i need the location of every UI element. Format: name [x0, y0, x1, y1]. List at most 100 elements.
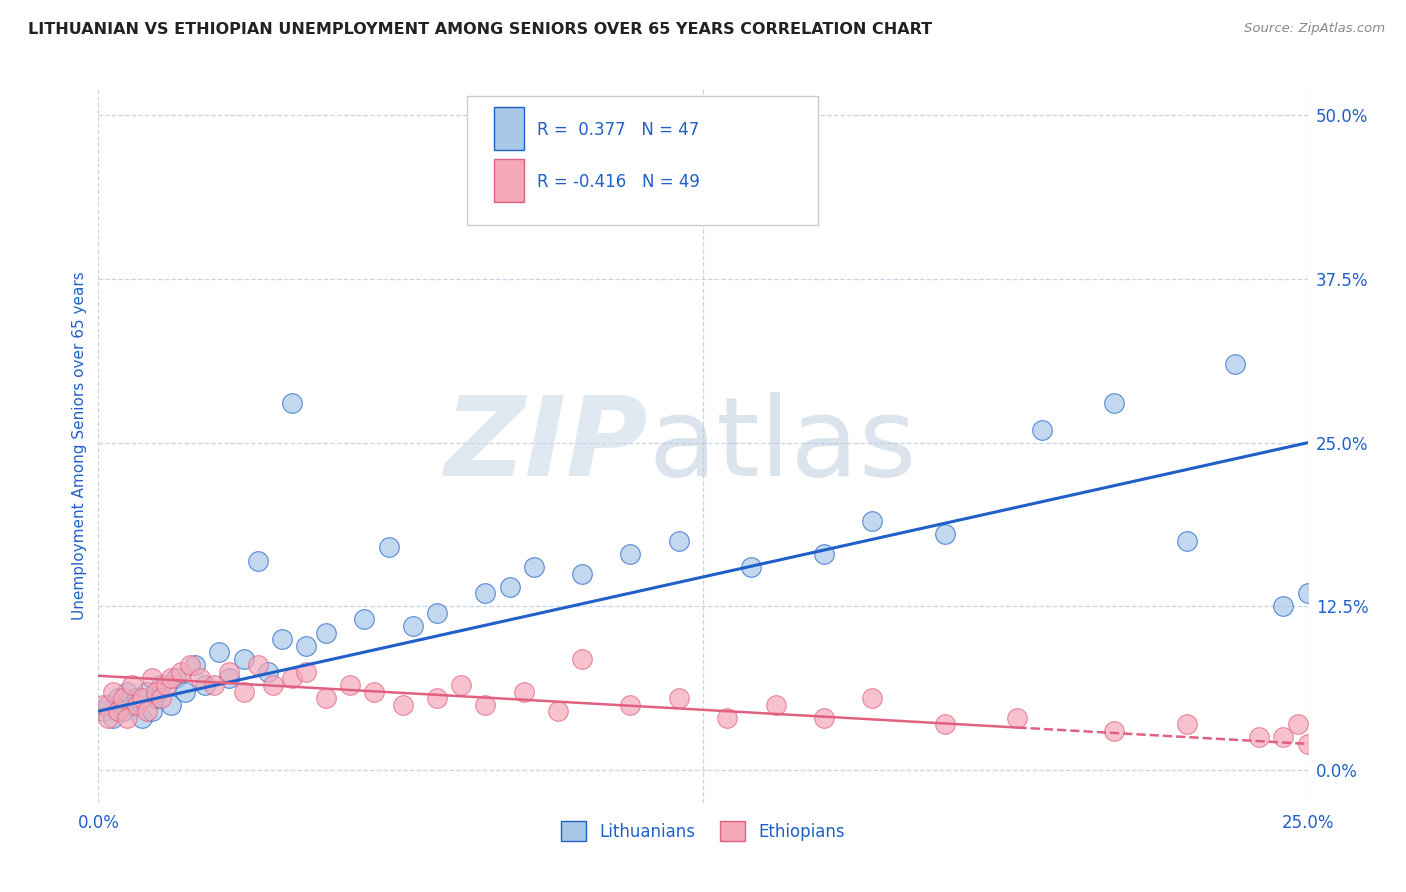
- Point: [262, 678, 284, 692]
- Point: [295, 639, 318, 653]
- Point: [934, 527, 956, 541]
- Point: [247, 553, 270, 567]
- Point: [127, 691, 149, 706]
- Point: [1272, 599, 1295, 614]
- Point: [571, 566, 593, 581]
- Point: [498, 580, 520, 594]
- Point: [179, 658, 201, 673]
- Point: [571, 652, 593, 666]
- Point: [813, 547, 835, 561]
- Text: LITHUANIAN VS ETHIOPIAN UNEMPLOYMENT AMONG SENIORS OVER 65 YEARS CORRELATION CHA: LITHUANIAN VS ETHIOPIAN UNEMPLOYMENT AMO…: [28, 22, 932, 37]
- Point: [402, 619, 425, 633]
- Point: [860, 514, 883, 528]
- Point: [97, 711, 120, 725]
- Point: [1175, 533, 1198, 548]
- Point: [188, 672, 211, 686]
- Point: [107, 704, 129, 718]
- Point: [204, 678, 226, 692]
- Point: [426, 691, 449, 706]
- Point: [121, 698, 143, 712]
- Text: Source: ZipAtlas.com: Source: ZipAtlas.com: [1244, 22, 1385, 36]
- Point: [668, 533, 690, 548]
- Point: [141, 704, 163, 718]
- Point: [315, 625, 337, 640]
- Point: [1272, 731, 1295, 745]
- Point: [1286, 717, 1309, 731]
- Point: [363, 684, 385, 698]
- Point: [247, 658, 270, 673]
- Point: [101, 684, 124, 698]
- Point: [1007, 711, 1029, 725]
- Point: [668, 691, 690, 706]
- Point: [860, 691, 883, 706]
- Point: [218, 665, 240, 679]
- Point: [523, 560, 546, 574]
- Point: [339, 678, 361, 692]
- Point: [160, 672, 183, 686]
- Point: [218, 672, 240, 686]
- Point: [1102, 723, 1125, 738]
- Point: [547, 704, 569, 718]
- Point: [165, 672, 187, 686]
- Point: [281, 672, 304, 686]
- Point: [135, 704, 157, 718]
- Point: [1031, 423, 1053, 437]
- Point: [160, 698, 183, 712]
- Point: [1296, 737, 1319, 751]
- Point: [716, 711, 738, 725]
- FancyBboxPatch shape: [467, 96, 818, 225]
- Point: [174, 684, 197, 698]
- Point: [155, 678, 177, 692]
- Point: [353, 612, 375, 626]
- Point: [101, 711, 124, 725]
- Point: [145, 684, 167, 698]
- Text: R = -0.416   N = 49: R = -0.416 N = 49: [537, 173, 700, 191]
- Point: [513, 684, 536, 698]
- Point: [474, 586, 496, 600]
- Point: [392, 698, 415, 712]
- Point: [740, 560, 762, 574]
- Point: [117, 684, 139, 698]
- Point: [377, 541, 399, 555]
- Point: [117, 711, 139, 725]
- FancyBboxPatch shape: [494, 107, 524, 150]
- Point: [315, 691, 337, 706]
- Point: [426, 606, 449, 620]
- Point: [256, 665, 278, 679]
- Point: [150, 691, 173, 706]
- Point: [169, 665, 191, 679]
- Point: [934, 717, 956, 731]
- Point: [107, 691, 129, 706]
- Point: [813, 711, 835, 725]
- Point: [1249, 731, 1271, 745]
- Text: ZIP: ZIP: [446, 392, 648, 500]
- FancyBboxPatch shape: [494, 159, 524, 202]
- Point: [271, 632, 294, 647]
- Point: [208, 645, 231, 659]
- Point: [97, 698, 120, 712]
- Point: [232, 684, 254, 698]
- Point: [111, 691, 134, 706]
- Legend: Lithuanians, Ethiopians: Lithuanians, Ethiopians: [554, 814, 852, 848]
- Point: [765, 698, 787, 712]
- Point: [295, 665, 318, 679]
- Point: [1296, 586, 1319, 600]
- Point: [127, 698, 149, 712]
- Point: [91, 704, 114, 718]
- Point: [1175, 717, 1198, 731]
- Point: [91, 698, 114, 712]
- Point: [232, 652, 254, 666]
- Point: [619, 547, 641, 561]
- Point: [131, 711, 153, 725]
- Text: R =  0.377   N = 47: R = 0.377 N = 47: [537, 121, 700, 139]
- Point: [1102, 396, 1125, 410]
- Point: [1223, 357, 1246, 371]
- Point: [474, 698, 496, 712]
- Point: [135, 684, 157, 698]
- Point: [141, 672, 163, 686]
- Point: [121, 678, 143, 692]
- Point: [131, 691, 153, 706]
- Point: [450, 678, 472, 692]
- Text: atlas: atlas: [648, 392, 917, 500]
- Point: [194, 678, 217, 692]
